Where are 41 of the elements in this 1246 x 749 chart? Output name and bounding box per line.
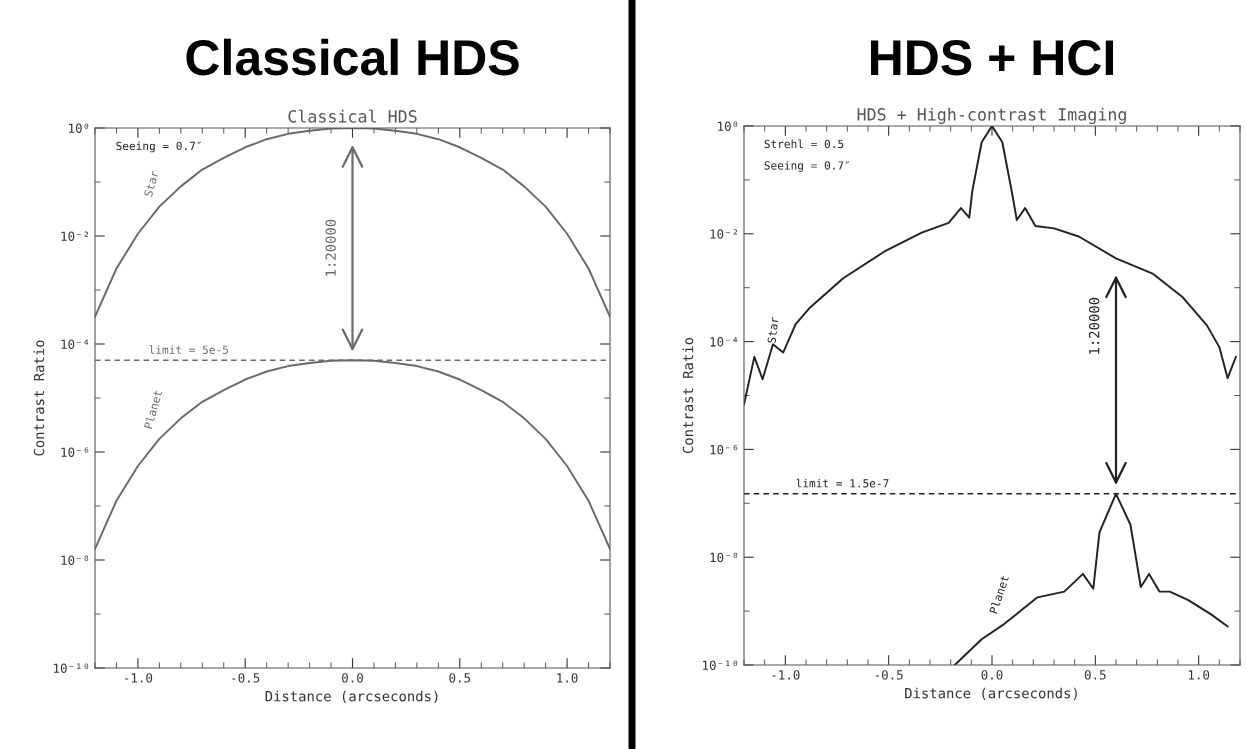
annotation: Seeing = 0.7″: [116, 141, 202, 153]
y-tick-label: 10⁻¹⁰: [54, 663, 89, 673]
x-tick-label: -0.5: [232, 673, 260, 683]
y-tick-label: 10⁻⁸: [710, 552, 738, 563]
annotation: Seeing = 0.7″: [764, 161, 850, 172]
y-axis-title: Contrast Ratio: [682, 337, 694, 454]
text: Planet: [143, 390, 163, 429]
text: Star: [767, 316, 779, 344]
annotation: 1:20000: [325, 219, 336, 276]
y-tick-label: 10⁻⁸: [61, 555, 89, 565]
x-tick-label: 0.5: [449, 673, 471, 683]
y-axis-title: Contrast Ratio: [33, 340, 45, 456]
x-tick-label: 0.5: [1084, 670, 1106, 680]
x-axis-title: Distance (arcseconds): [265, 690, 438, 704]
chart-title: HDS + HCI: [871, 40, 1113, 76]
y-tick-label: 10⁻¹⁰: [703, 660, 738, 670]
x-tick-label: -1.0: [125, 673, 153, 683]
text: Star: [143, 170, 159, 197]
y-tick-label: 10⁻²: [61, 231, 89, 241]
x-tick-label: 1.0: [557, 673, 578, 683]
y-tick-label: 10⁻⁶: [61, 447, 89, 457]
annotation: limit = 1.5e-7: [796, 478, 889, 488]
y-tick-label: 10⁻⁴: [710, 337, 738, 347]
x-tick-label: 1.0: [1188, 670, 1210, 680]
x-tick-label: 0.0: [342, 673, 363, 683]
x-axis-title: Distance (arcseconds): [905, 687, 1077, 701]
y-tick-label: 10⁻⁶: [710, 444, 738, 455]
annotation: Strehl = 0.5: [764, 139, 844, 149]
x-tick-label: 0.0: [981, 670, 1003, 680]
y-tick-label: 10⁰: [718, 121, 738, 131]
chart-subtitle: HDS + High-contrast Imaging: [857, 107, 1126, 125]
chart-subtitle: Classical HDS: [288, 109, 417, 123]
y-tick-label: 10⁻²: [710, 229, 738, 239]
x-tick-label: -1.0: [772, 670, 800, 680]
y-tick-label: 10⁻⁴: [61, 339, 89, 349]
line-series: [95, 359, 610, 550]
chart-title: Classical HDS: [186, 38, 519, 76]
y-tick-label: 10⁰: [69, 123, 89, 133]
annotation: 1:20000: [1088, 297, 1100, 354]
annotation: limit = 5e-5: [149, 345, 229, 354]
x-tick-label: -0.5: [875, 670, 903, 680]
